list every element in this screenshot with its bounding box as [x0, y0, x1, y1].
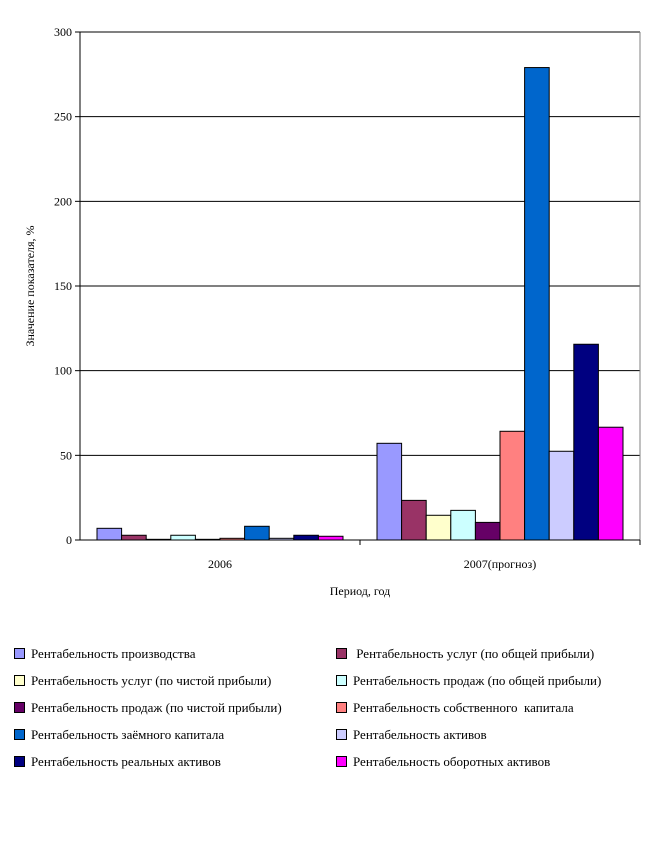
bar	[376, 442, 403, 541]
legend-label: Рентабельность продаж (по общей прибыли)	[353, 672, 602, 688]
y-tick-label: 150	[54, 279, 72, 293]
legend-item: Рентабельность услуг (по общей прибыли)	[336, 644, 654, 663]
legend-swatch	[14, 675, 25, 686]
bar	[401, 499, 427, 541]
x-axis-label: Период, год	[330, 584, 391, 598]
legend-item: Рентабельность услуг (по чистой прибыли)	[14, 671, 336, 690]
legend-item: Рентабельность активов	[336, 725, 654, 744]
legend-label: Рентабельность продаж (по чистой прибыли…	[31, 699, 282, 715]
x-tick-label: 2007(прогноз)	[464, 557, 537, 571]
legend-label: Рентабельность собственного капитала	[353, 699, 574, 715]
y-tick-label: 50	[60, 448, 72, 462]
y-tick-label: 200	[54, 194, 72, 208]
bar	[425, 514, 452, 541]
bar	[499, 430, 526, 541]
legend-item: Рентабельность собственного капитала	[336, 698, 654, 717]
legend-label: Рентабельность оборотных активов	[353, 753, 551, 769]
legend-label: Рентабельность услуг (по общей прибыли)	[353, 645, 595, 661]
legend-item: Рентабельность заёмного капитала	[14, 725, 336, 744]
bar	[96, 527, 123, 541]
legend-swatch	[336, 648, 347, 659]
bar	[597, 426, 624, 541]
bar	[573, 343, 599, 541]
bar	[317, 535, 344, 541]
legend-item: Рентабельность реальных активов	[14, 752, 336, 771]
x-tick-label: 2006	[208, 557, 232, 571]
bar	[293, 534, 319, 541]
legend-swatch	[14, 756, 25, 767]
legend: Рентабельность производства Рентабельнос…	[14, 644, 654, 771]
y-tick-label: 250	[54, 110, 72, 124]
bar	[450, 509, 476, 541]
legend-item: Рентабельность производства	[14, 644, 336, 663]
legend-label: Рентабельность услуг (по чистой прибыли)	[31, 672, 272, 688]
legend-swatch	[14, 729, 25, 740]
legend-label: Рентабельность заёмного капитала	[31, 726, 225, 742]
legend-swatch	[14, 648, 25, 659]
legend-swatch	[336, 729, 347, 740]
legend-swatch	[14, 702, 25, 713]
y-tick-label: 0	[66, 533, 72, 547]
legend-swatch	[336, 702, 347, 713]
bar	[244, 525, 270, 541]
legend-swatch	[336, 756, 347, 767]
legend-item: Рентабельность продаж (по общей прибыли)	[336, 671, 654, 690]
legend-swatch	[336, 675, 347, 686]
bar-chart: 0 50 100 150 200 250 300 2006 2007(прогноз) Знач…	[23, 25, 641, 598]
bar	[548, 450, 575, 541]
legend-label: Рентабельность активов	[353, 726, 487, 742]
y-tick-label: 100	[54, 364, 72, 378]
y-axis-label: Значение показателя, %	[23, 225, 37, 346]
bar	[524, 67, 550, 541]
bar	[170, 534, 196, 541]
bar	[474, 521, 501, 541]
legend-item: Рентабельность оборотных активов	[336, 752, 654, 771]
legend-label: Рентабельность производства	[31, 645, 196, 661]
y-tick-label: 300	[54, 25, 72, 39]
bar	[121, 534, 147, 541]
legend-label: Рентабельность реальных активов	[31, 753, 221, 769]
legend-item: Рентабельность продаж (по чистой прибыли…	[14, 698, 336, 717]
